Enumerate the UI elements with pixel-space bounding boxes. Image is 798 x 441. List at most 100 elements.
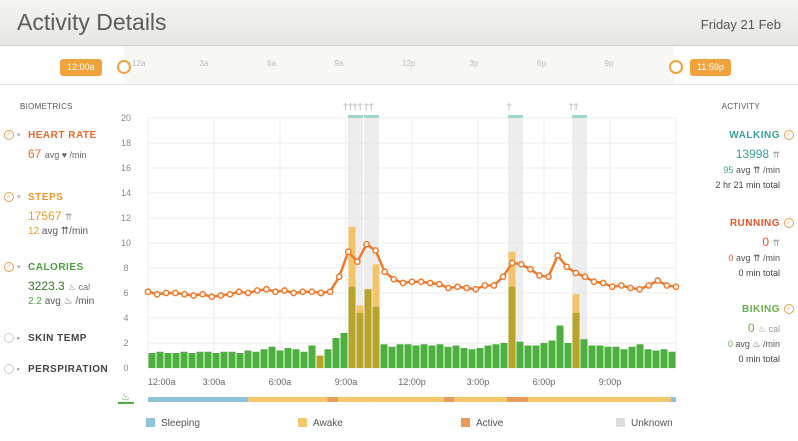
- y-tick-label: 12: [121, 213, 131, 223]
- biking-avg-unit: avg ♨ /min: [735, 339, 780, 349]
- timeline-tick-label: 12a: [132, 59, 146, 68]
- chevron-right-icon[interactable]: ▸: [17, 366, 21, 373]
- running-avg-row: 0 avg ⇈ /min: [680, 253, 780, 264]
- activity-band-cap: [572, 115, 587, 118]
- calories-bar: [164, 353, 172, 368]
- calories-bar: [196, 351, 204, 368]
- sleep-timeline-segment: [443, 397, 455, 402]
- heart-rate-value-row: 67 avg ♥ /min: [28, 147, 87, 161]
- heart-rate-point: [354, 258, 361, 266]
- heart-rate-point: [190, 292, 197, 299]
- running-label: RUNNING: [729, 218, 780, 229]
- calories-bar: [340, 333, 348, 368]
- perspiration-toggle-icon[interactable]: [4, 364, 14, 374]
- sleep-timeline-segment: [454, 397, 508, 402]
- steps-avg-row: 12 avg ⇈/min: [28, 226, 88, 237]
- walking-toggle-icon[interactable]: ✓: [784, 130, 794, 140]
- biking-unit: ♨ cal: [757, 324, 780, 334]
- sleep-timeline-segment: [670, 397, 676, 402]
- heart-rate-point: [554, 252, 562, 259]
- time-range-track[interactable]: [124, 46, 674, 84]
- heart-rate-toggle-icon[interactable]: ✓: [4, 130, 14, 140]
- calories-bar: [172, 353, 180, 368]
- start-handle[interactable]: [117, 60, 131, 74]
- y-tick-label: 14: [121, 188, 131, 198]
- legend-swatch: [146, 418, 155, 427]
- biking-toggle-icon[interactable]: ✓: [784, 304, 794, 314]
- y-tick-label: 2: [123, 338, 128, 348]
- calories-bar: [276, 350, 284, 368]
- calories-bar: [524, 345, 532, 368]
- running-value: 0: [762, 235, 770, 249]
- heart-rate-point: [153, 290, 161, 298]
- calories-toggle-icon[interactable]: ✓: [4, 262, 14, 272]
- calories-bar: [380, 344, 388, 368]
- calories-bar: [452, 345, 460, 368]
- y-tick-label: 4: [123, 313, 128, 323]
- timeline-tick-label: 12p: [402, 59, 416, 68]
- activity-band-cap: [348, 115, 363, 118]
- calories-avg: 2.2: [28, 296, 42, 307]
- heart-rate-point: [654, 277, 662, 284]
- chevron-down-icon[interactable]: ▾: [17, 132, 21, 139]
- walking-label: WALKING: [729, 130, 780, 141]
- calories-bar: [468, 349, 476, 368]
- x-tick-label: 12:00p: [398, 377, 426, 387]
- heart-rate-point: [590, 278, 598, 286]
- timeline-tick-label: 3a: [199, 59, 209, 68]
- heart-rate-point: [308, 288, 316, 296]
- chevron-down-icon[interactable]: ▾: [17, 264, 21, 271]
- heart-rate-point: [499, 273, 507, 281]
- timeline-tick-label: 6a: [267, 59, 276, 68]
- calories-avg-unit: avg ♨ /min: [44, 296, 95, 307]
- heart-rate-point: [517, 260, 525, 268]
- walking-metric[interactable]: ✓ WALKING 13998 ⇈ 95 avg ⇈ /min 2 hr 21 …: [680, 130, 794, 190]
- heart-rate-point: [217, 292, 225, 299]
- running-metric[interactable]: ✓ RUNNING 0 ⇈ 0 avg ⇈ /min 0 min total: [680, 218, 794, 278]
- footsteps-icon: ⇈: [772, 150, 780, 160]
- heart-rate-point: [244, 289, 252, 297]
- heart-rate-point: [481, 282, 489, 289]
- x-tick-label: 6:00a: [269, 377, 292, 387]
- sleep-timeline-segment: [327, 397, 339, 402]
- calories-bar: [444, 346, 452, 368]
- calories-bar-overlap: [356, 313, 364, 368]
- heart-rate-point: [390, 275, 398, 283]
- chevron-down-icon[interactable]: ▾: [17, 194, 21, 201]
- sleep-timeline-segment: [148, 397, 249, 402]
- heart-rate-point: [508, 259, 516, 267]
- legend-active: Active: [461, 418, 503, 429]
- calories-bar: [236, 353, 244, 368]
- skin-temp-label: SKIN TEMP: [28, 333, 87, 344]
- heart-rate-point: [208, 293, 216, 301]
- heart-rate-point: [581, 273, 589, 281]
- heart-rate-point: [272, 288, 279, 296]
- biking-metric[interactable]: ✓ BIKING 0 ♨ cal 0 avg ♨ /min 0 min tota…: [680, 304, 794, 364]
- heart-rate-point: [463, 284, 470, 292]
- heart-rate-point: [472, 285, 480, 293]
- y-tick-label: 18: [121, 138, 131, 148]
- steps-toggle-icon[interactable]: ✓: [4, 192, 14, 202]
- time-range-slider[interactable]: 12:00a 11:59p 12a 3a 6a 9a 12p 3p 6p 9p: [0, 46, 798, 85]
- calories-bar-overlap: [372, 306, 380, 368]
- walking-icon: †: [507, 102, 512, 113]
- running-toggle-icon[interactable]: ✓: [784, 218, 794, 228]
- heart-rate-point: [290, 289, 298, 297]
- chevron-right-icon[interactable]: ▸: [17, 335, 21, 342]
- perspiration-label: PERSPIRATION: [28, 364, 109, 375]
- calories-bar: [244, 350, 252, 368]
- sleep-band-marker: [118, 402, 134, 404]
- running-total: 0 min total: [738, 268, 780, 278]
- calories-bar: [460, 348, 468, 368]
- walking-avg-row: 95 avg ⇈ /min: [680, 165, 780, 176]
- skin-temp-toggle-icon[interactable]: [4, 333, 14, 343]
- y-tick-label: 20: [121, 113, 131, 123]
- calories-value: 3223.3: [28, 279, 65, 293]
- end-handle[interactable]: [669, 60, 683, 74]
- calories-bar: [532, 345, 540, 368]
- calories-bar: [636, 344, 644, 368]
- calories-bar: [500, 343, 508, 368]
- calories-bar: [660, 349, 668, 368]
- walking-icon: ††: [364, 102, 374, 113]
- calories-bar: [324, 349, 332, 368]
